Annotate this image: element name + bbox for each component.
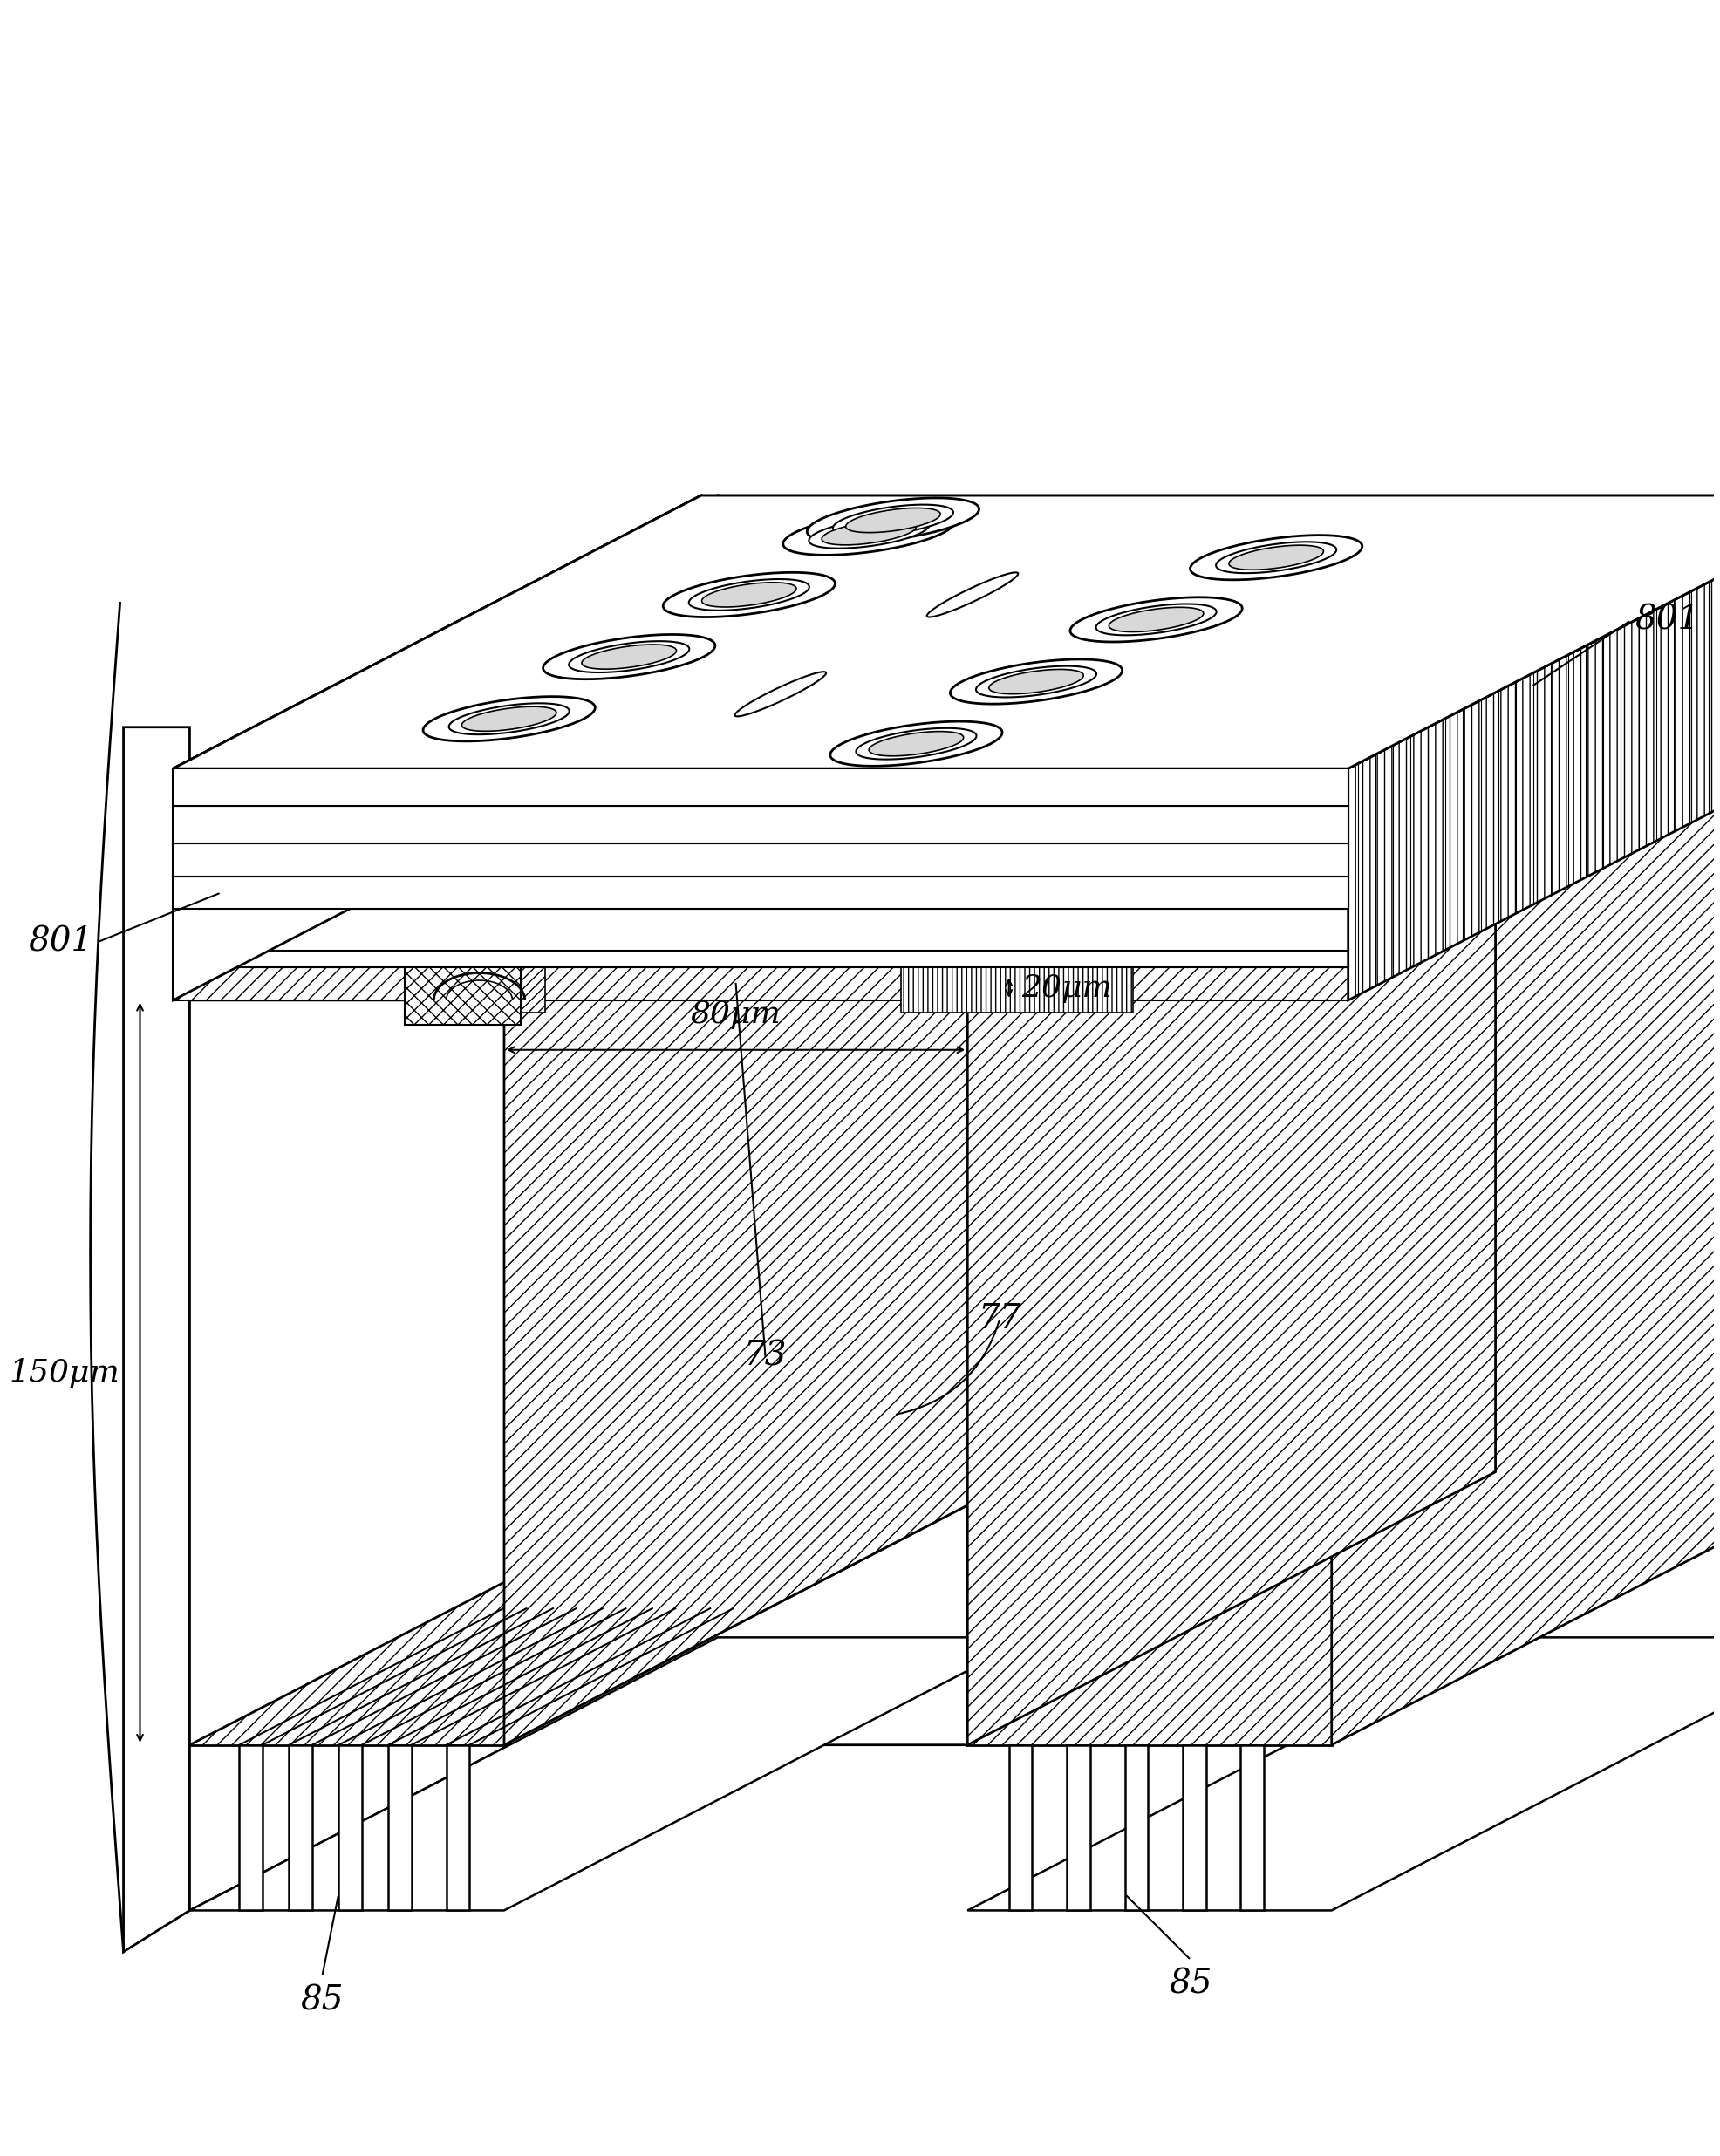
Polygon shape: [174, 768, 1348, 806]
Polygon shape: [1109, 608, 1204, 632]
Polygon shape: [174, 806, 1348, 843]
Text: 80μm: 80μm: [690, 1000, 781, 1028]
Polygon shape: [690, 580, 810, 610]
Text: 85: 85: [1170, 1968, 1213, 2001]
Polygon shape: [174, 843, 1348, 875]
Polygon shape: [174, 496, 1720, 768]
Polygon shape: [968, 727, 1720, 1000]
Polygon shape: [1228, 545, 1324, 569]
Polygon shape: [662, 573, 836, 617]
Polygon shape: [1348, 496, 1720, 1000]
Polygon shape: [822, 520, 917, 545]
Text: 801: 801: [28, 927, 93, 959]
Polygon shape: [1125, 1744, 1147, 1910]
Polygon shape: [124, 727, 189, 1951]
Polygon shape: [289, 1744, 311, 1910]
Polygon shape: [421, 968, 545, 1013]
Polygon shape: [968, 1636, 1720, 1910]
Text: 85: 85: [301, 1986, 344, 2018]
Polygon shape: [1240, 1744, 1264, 1910]
Polygon shape: [189, 727, 1032, 1000]
Polygon shape: [1070, 597, 1242, 642]
Polygon shape: [783, 511, 955, 554]
Polygon shape: [1010, 1744, 1032, 1910]
Polygon shape: [1190, 535, 1362, 580]
Polygon shape: [544, 634, 716, 679]
Polygon shape: [174, 496, 702, 1000]
Polygon shape: [869, 731, 963, 757]
Text: 20μm: 20μm: [1022, 972, 1111, 1003]
Text: 77: 77: [979, 1302, 1022, 1335]
Polygon shape: [989, 668, 1084, 694]
Polygon shape: [949, 660, 1123, 705]
Polygon shape: [831, 722, 1003, 765]
Polygon shape: [174, 951, 1348, 968]
Text: 150μm: 150μm: [9, 1358, 119, 1388]
Polygon shape: [808, 517, 929, 548]
Polygon shape: [832, 505, 953, 537]
Polygon shape: [975, 666, 1096, 696]
Polygon shape: [445, 1744, 470, 1910]
Polygon shape: [389, 1744, 411, 1910]
Text: 801: 801: [1634, 604, 1699, 636]
Text: 73: 73: [743, 1341, 788, 1373]
Polygon shape: [1032, 727, 1495, 1473]
Polygon shape: [734, 673, 826, 716]
Polygon shape: [504, 727, 1032, 1744]
Polygon shape: [174, 496, 1720, 768]
Polygon shape: [504, 1473, 1495, 1744]
Polygon shape: [189, 496, 717, 1910]
Polygon shape: [702, 582, 796, 608]
Polygon shape: [846, 509, 941, 533]
Polygon shape: [461, 707, 557, 731]
Polygon shape: [1096, 604, 1216, 636]
Polygon shape: [901, 951, 1133, 1013]
Polygon shape: [1066, 1744, 1090, 1910]
Polygon shape: [174, 875, 1348, 910]
Polygon shape: [807, 498, 979, 543]
Polygon shape: [189, 1636, 1032, 1910]
Polygon shape: [174, 910, 1348, 951]
Polygon shape: [423, 696, 595, 742]
Polygon shape: [404, 959, 521, 1024]
Polygon shape: [569, 640, 690, 673]
Polygon shape: [189, 1000, 504, 1744]
Polygon shape: [1183, 1744, 1206, 1910]
Polygon shape: [449, 703, 569, 735]
Polygon shape: [968, 1000, 1331, 1744]
Polygon shape: [857, 729, 977, 759]
Polygon shape: [1331, 727, 1720, 1744]
Polygon shape: [239, 1744, 263, 1910]
Polygon shape: [174, 968, 1348, 1000]
Polygon shape: [927, 573, 1018, 617]
Polygon shape: [1216, 541, 1336, 573]
Polygon shape: [189, 727, 717, 1744]
Polygon shape: [968, 727, 1495, 1744]
Polygon shape: [581, 645, 676, 668]
Polygon shape: [339, 1744, 361, 1910]
